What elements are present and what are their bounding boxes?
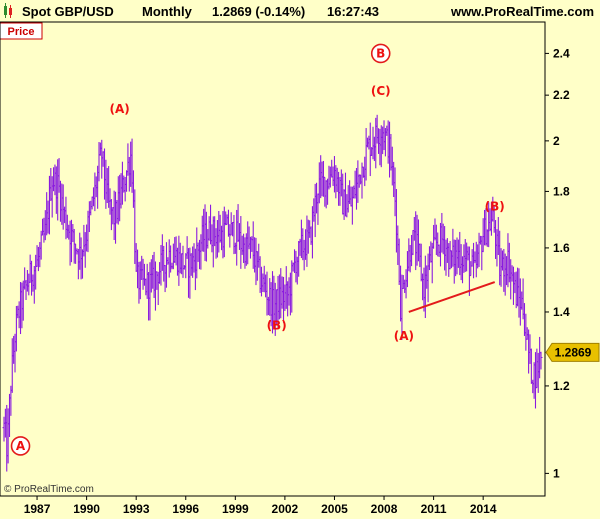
symbol-label: Spot GBP/USD [22, 4, 114, 19]
x-tick-label: 2011 [421, 502, 447, 516]
last-price-tag: 1.2869 [545, 342, 600, 362]
last-price-value: 1.2869 [555, 345, 592, 359]
wave-label: (A) [394, 329, 414, 343]
wave-label: (C) [371, 84, 391, 98]
x-tick-label: 2014 [470, 502, 497, 516]
wave-label-circle [10, 436, 31, 456]
y-tick-label: 2 [553, 134, 560, 148]
x-tick-label: 2002 [272, 502, 299, 516]
wave-label: A [16, 439, 26, 453]
trendline[interactable] [408, 281, 496, 313]
y-tick-label: 1.4 [553, 305, 570, 319]
y-tick-label: 2.2 [553, 88, 570, 102]
header-bar: Spot GBP/USD Monthly 1.2869 (-0.14%) 16:… [0, 0, 600, 22]
website-label[interactable]: www.ProRealTime.com [450, 4, 594, 19]
price-panel-text: Price [8, 26, 35, 38]
wave-label-circle [370, 43, 391, 64]
x-tick-label: 1999 [222, 502, 249, 516]
x-tick-label: 1996 [172, 502, 199, 516]
y-tick-label: 1.8 [553, 184, 570, 198]
candlestick-icon [4, 3, 12, 18]
annotation-layer: A (A) (B) B (C) (A) (B) [10, 43, 505, 456]
x-tick-label: 1987 [24, 502, 51, 516]
price-panel-label[interactable]: Price [0, 22, 43, 40]
y-tick-label: 2.4 [553, 46, 570, 60]
x-tick-label: 1990 [73, 502, 100, 516]
copyright-label: © ProRealTime.com [4, 484, 94, 495]
y-tick-label: 1.6 [553, 241, 570, 255]
price-change-label: 1.2869 (-0.14%) [212, 4, 305, 19]
time-label: 16:27:43 [327, 4, 379, 19]
wave-label: (A) [110, 102, 130, 116]
x-tick-label: 1993 [123, 502, 150, 516]
x-axis: 1987 1990 1993 1996 1999 2002 2005 2008 2011 2014 [24, 496, 497, 516]
x-tick-label: 2005 [321, 502, 348, 516]
trendline-layer [408, 281, 496, 313]
y-tick-label: 1 [553, 466, 560, 480]
y-tick-label: 1.2 [553, 379, 570, 393]
wave-label: (B) [267, 318, 287, 332]
price-series [2, 114, 543, 472]
wave-label: B [376, 46, 385, 60]
x-tick-label: 2008 [371, 502, 398, 516]
timeframe-label[interactable]: Monthly [142, 4, 193, 19]
y-axis: 1 1.2 1.4 1.6 1.8 2 2.2 2.4 [545, 46, 570, 480]
wave-label: (B) [485, 199, 505, 213]
